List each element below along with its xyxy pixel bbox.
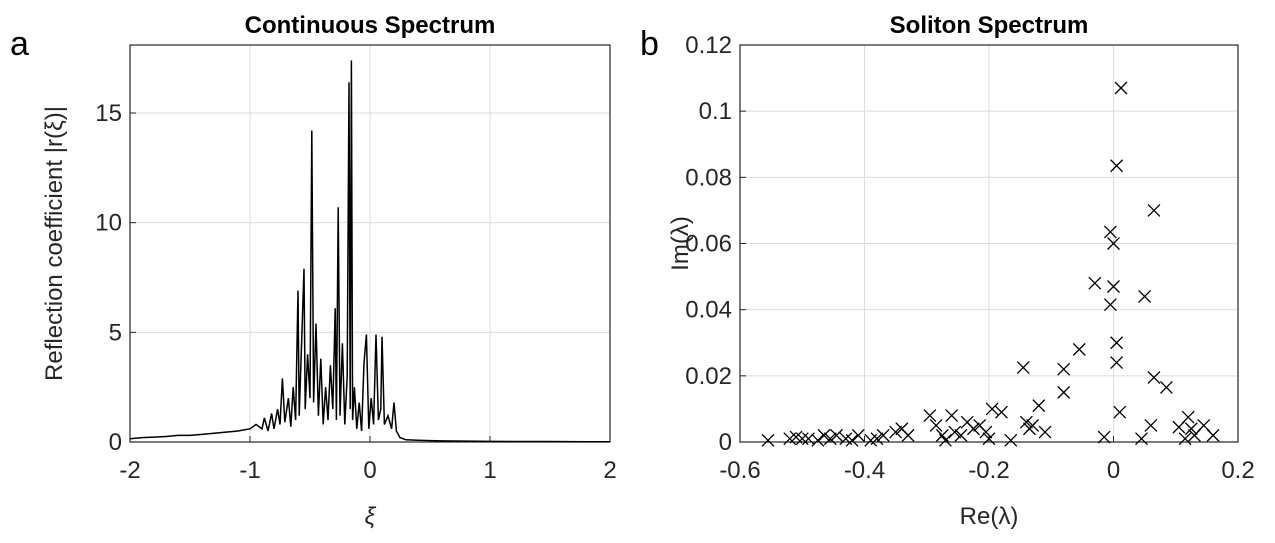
scatter-point bbox=[1206, 428, 1220, 442]
scatter-point bbox=[1178, 432, 1192, 446]
scatter-point bbox=[994, 405, 1008, 419]
scatter-point bbox=[811, 433, 825, 447]
panel-label: b bbox=[640, 25, 659, 63]
y-tick-label: 0.12 bbox=[685, 32, 732, 59]
x-tick-label: -0.2 bbox=[968, 457, 1009, 484]
scatter-point bbox=[979, 425, 993, 439]
scatter-point bbox=[1144, 418, 1158, 432]
axes-box bbox=[739, 44, 1239, 443]
y-tick-label: 0.1 bbox=[699, 98, 732, 125]
x-tick-label: 0.2 bbox=[1221, 457, 1254, 484]
scatter-point bbox=[795, 432, 809, 446]
y-tick-label: 0 bbox=[719, 429, 732, 456]
axes-box bbox=[129, 44, 611, 443]
y-tick-label: 5 bbox=[109, 319, 122, 346]
scatter-point bbox=[948, 425, 962, 439]
y-tick-label: 0.06 bbox=[685, 231, 732, 258]
scatter-point bbox=[1114, 81, 1128, 95]
scatter-point bbox=[1088, 276, 1102, 290]
scatter-point bbox=[830, 428, 843, 442]
scatter-point bbox=[1032, 399, 1046, 413]
scatter-point bbox=[870, 432, 884, 446]
x-axis-label: ξ bbox=[365, 503, 377, 530]
y-tick-label: 0.08 bbox=[685, 164, 732, 191]
scatter-point bbox=[1038, 425, 1052, 439]
scatter-point bbox=[1057, 362, 1071, 376]
scatter-point bbox=[1113, 405, 1127, 419]
scatter-point bbox=[1026, 418, 1040, 432]
scatter-point bbox=[1107, 280, 1120, 293]
scatter-point bbox=[823, 432, 837, 446]
chart-title: Continuous Spectrum bbox=[245, 12, 496, 39]
scatter-point bbox=[1072, 342, 1086, 356]
scatter-point bbox=[923, 409, 937, 422]
spectrum-line bbox=[129, 60, 610, 443]
scatter-point bbox=[1138, 289, 1152, 303]
x-tick-label: 0 bbox=[363, 457, 376, 484]
x-tick-label: 2 bbox=[603, 457, 616, 484]
scatter-point bbox=[889, 425, 903, 439]
y-tick-label: 15 bbox=[95, 100, 122, 127]
scatter-point bbox=[1103, 225, 1117, 239]
chart-title: Soliton Spectrum bbox=[890, 12, 1089, 39]
scatter-point bbox=[985, 402, 999, 416]
scatter-point bbox=[982, 432, 996, 446]
scatter-point bbox=[1159, 380, 1173, 394]
scatter-point bbox=[1110, 159, 1124, 173]
scatter-point bbox=[966, 422, 980, 436]
scatter-point bbox=[851, 428, 865, 442]
y-axis-label: Im(λ) bbox=[667, 216, 694, 271]
scatter-point bbox=[1184, 422, 1198, 436]
scatter-point bbox=[1057, 385, 1071, 399]
scatter-point bbox=[817, 428, 831, 442]
scatter-point bbox=[1107, 237, 1120, 250]
scatter-point bbox=[1103, 298, 1117, 312]
y-tick-label: 0.02 bbox=[685, 363, 732, 390]
x-tick-label: -1 bbox=[239, 457, 260, 484]
scatter-point bbox=[1097, 430, 1111, 444]
scatter-point bbox=[876, 428, 890, 442]
scatter-point bbox=[845, 433, 859, 447]
y-tick-label: 0.04 bbox=[685, 297, 732, 324]
y-tick-label: 0 bbox=[109, 429, 122, 456]
scatter-point bbox=[1147, 371, 1161, 384]
scatter-point bbox=[954, 428, 968, 442]
scatter-point bbox=[1004, 433, 1018, 447]
scatter-point bbox=[901, 428, 915, 442]
scatter-point bbox=[945, 409, 959, 422]
scatter-point bbox=[929, 418, 943, 432]
x-tick-label: -2 bbox=[119, 457, 140, 484]
scatter-point bbox=[1147, 203, 1161, 217]
x-tick-label: -0.6 bbox=[719, 457, 760, 484]
scatter-point bbox=[1181, 410, 1195, 424]
x-tick-label: 1 bbox=[483, 457, 496, 484]
scatter-point bbox=[1110, 336, 1124, 350]
x-tick-label: -0.4 bbox=[844, 457, 885, 484]
scatter-point bbox=[1135, 432, 1148, 446]
y-tick-label: 10 bbox=[95, 210, 122, 237]
scatter-point bbox=[761, 433, 775, 447]
panel-label: a bbox=[10, 25, 29, 63]
x-tick-label: 0 bbox=[1107, 457, 1120, 484]
scatter-point bbox=[1016, 361, 1030, 375]
scatter-point bbox=[1110, 356, 1124, 370]
scatter-point bbox=[1019, 415, 1033, 429]
x-axis-label: Re(λ) bbox=[960, 503, 1019, 530]
scatter-point bbox=[938, 433, 952, 447]
y-axis-label: Reflection coefficient |r(ξ)| bbox=[41, 106, 68, 381]
